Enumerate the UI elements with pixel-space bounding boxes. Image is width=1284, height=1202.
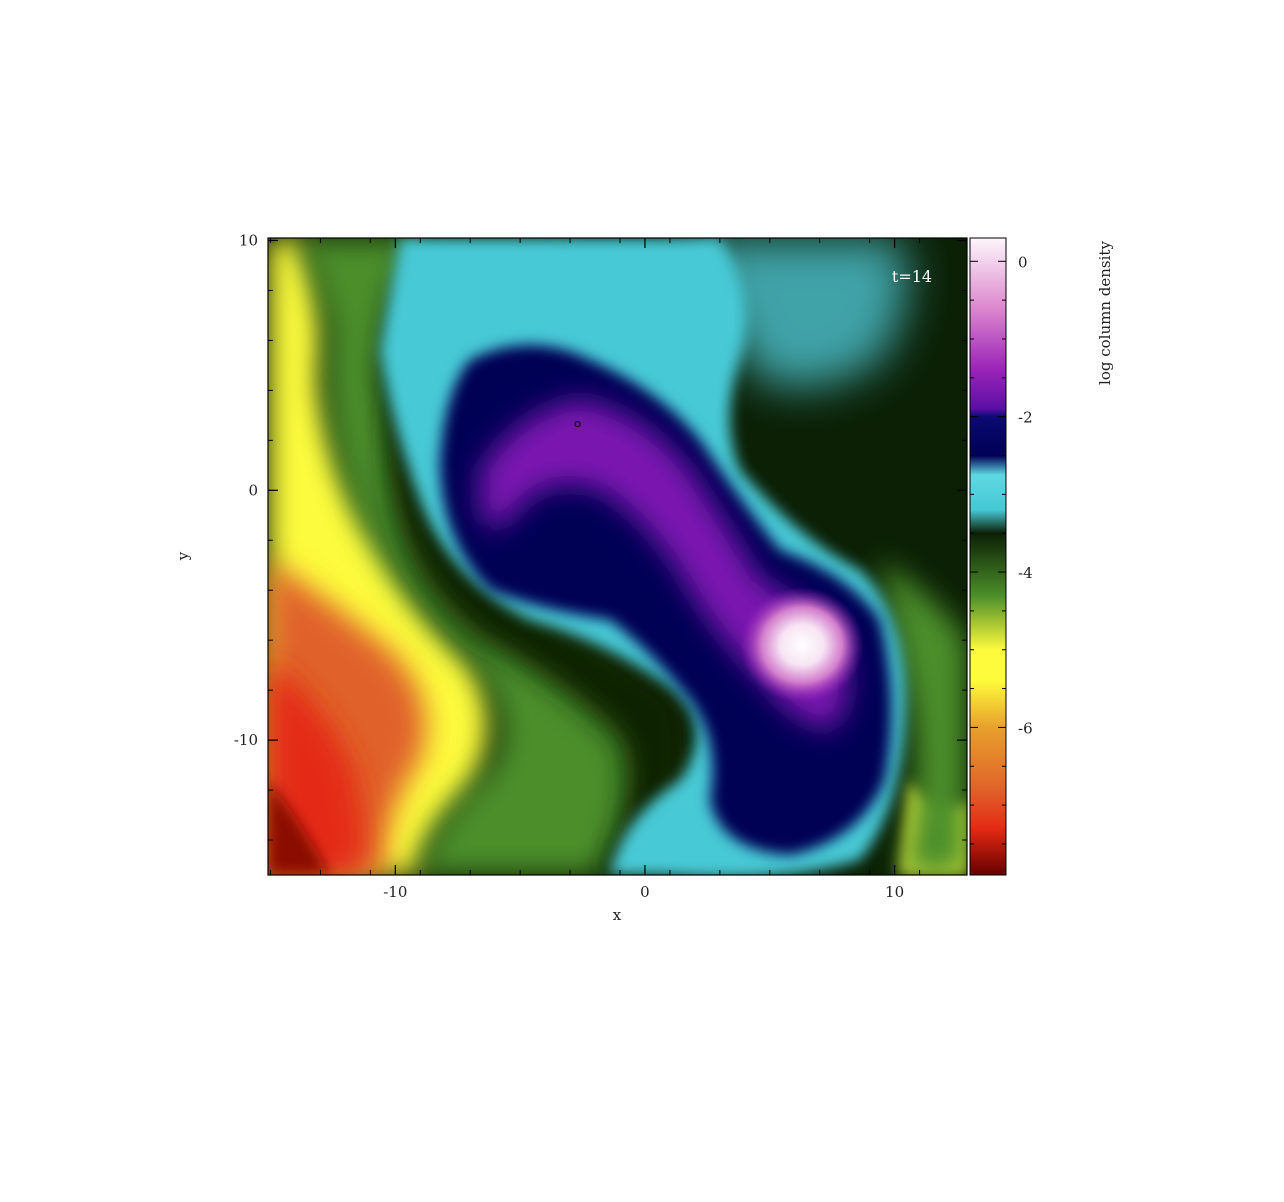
x-tick-label: 10 (885, 883, 904, 901)
plot-frame (267, 237, 968, 876)
x-tick-label: 0 (640, 883, 650, 901)
colorbar-tick-label: 0 (1018, 253, 1028, 271)
density-heatmap (268, 238, 967, 875)
y-tick-label: -10 (234, 731, 258, 749)
x-axis-label: x (613, 906, 622, 924)
colorbar-tick-label: -2 (1018, 409, 1033, 427)
colorbar-label: log column density (1096, 241, 1114, 385)
time-annotation: t=14 (892, 267, 932, 286)
sink-particle-marker (574, 421, 581, 428)
y-tick-label: 10 (239, 231, 258, 249)
colorbar-tick-label: -6 (1018, 719, 1033, 737)
colorbar-tick-label: -4 (1018, 564, 1033, 582)
colorbar (969, 237, 1007, 876)
x-tick-label: -10 (383, 883, 407, 901)
y-axis-label: y (174, 551, 192, 561)
y-tick-label: 0 (248, 481, 258, 499)
